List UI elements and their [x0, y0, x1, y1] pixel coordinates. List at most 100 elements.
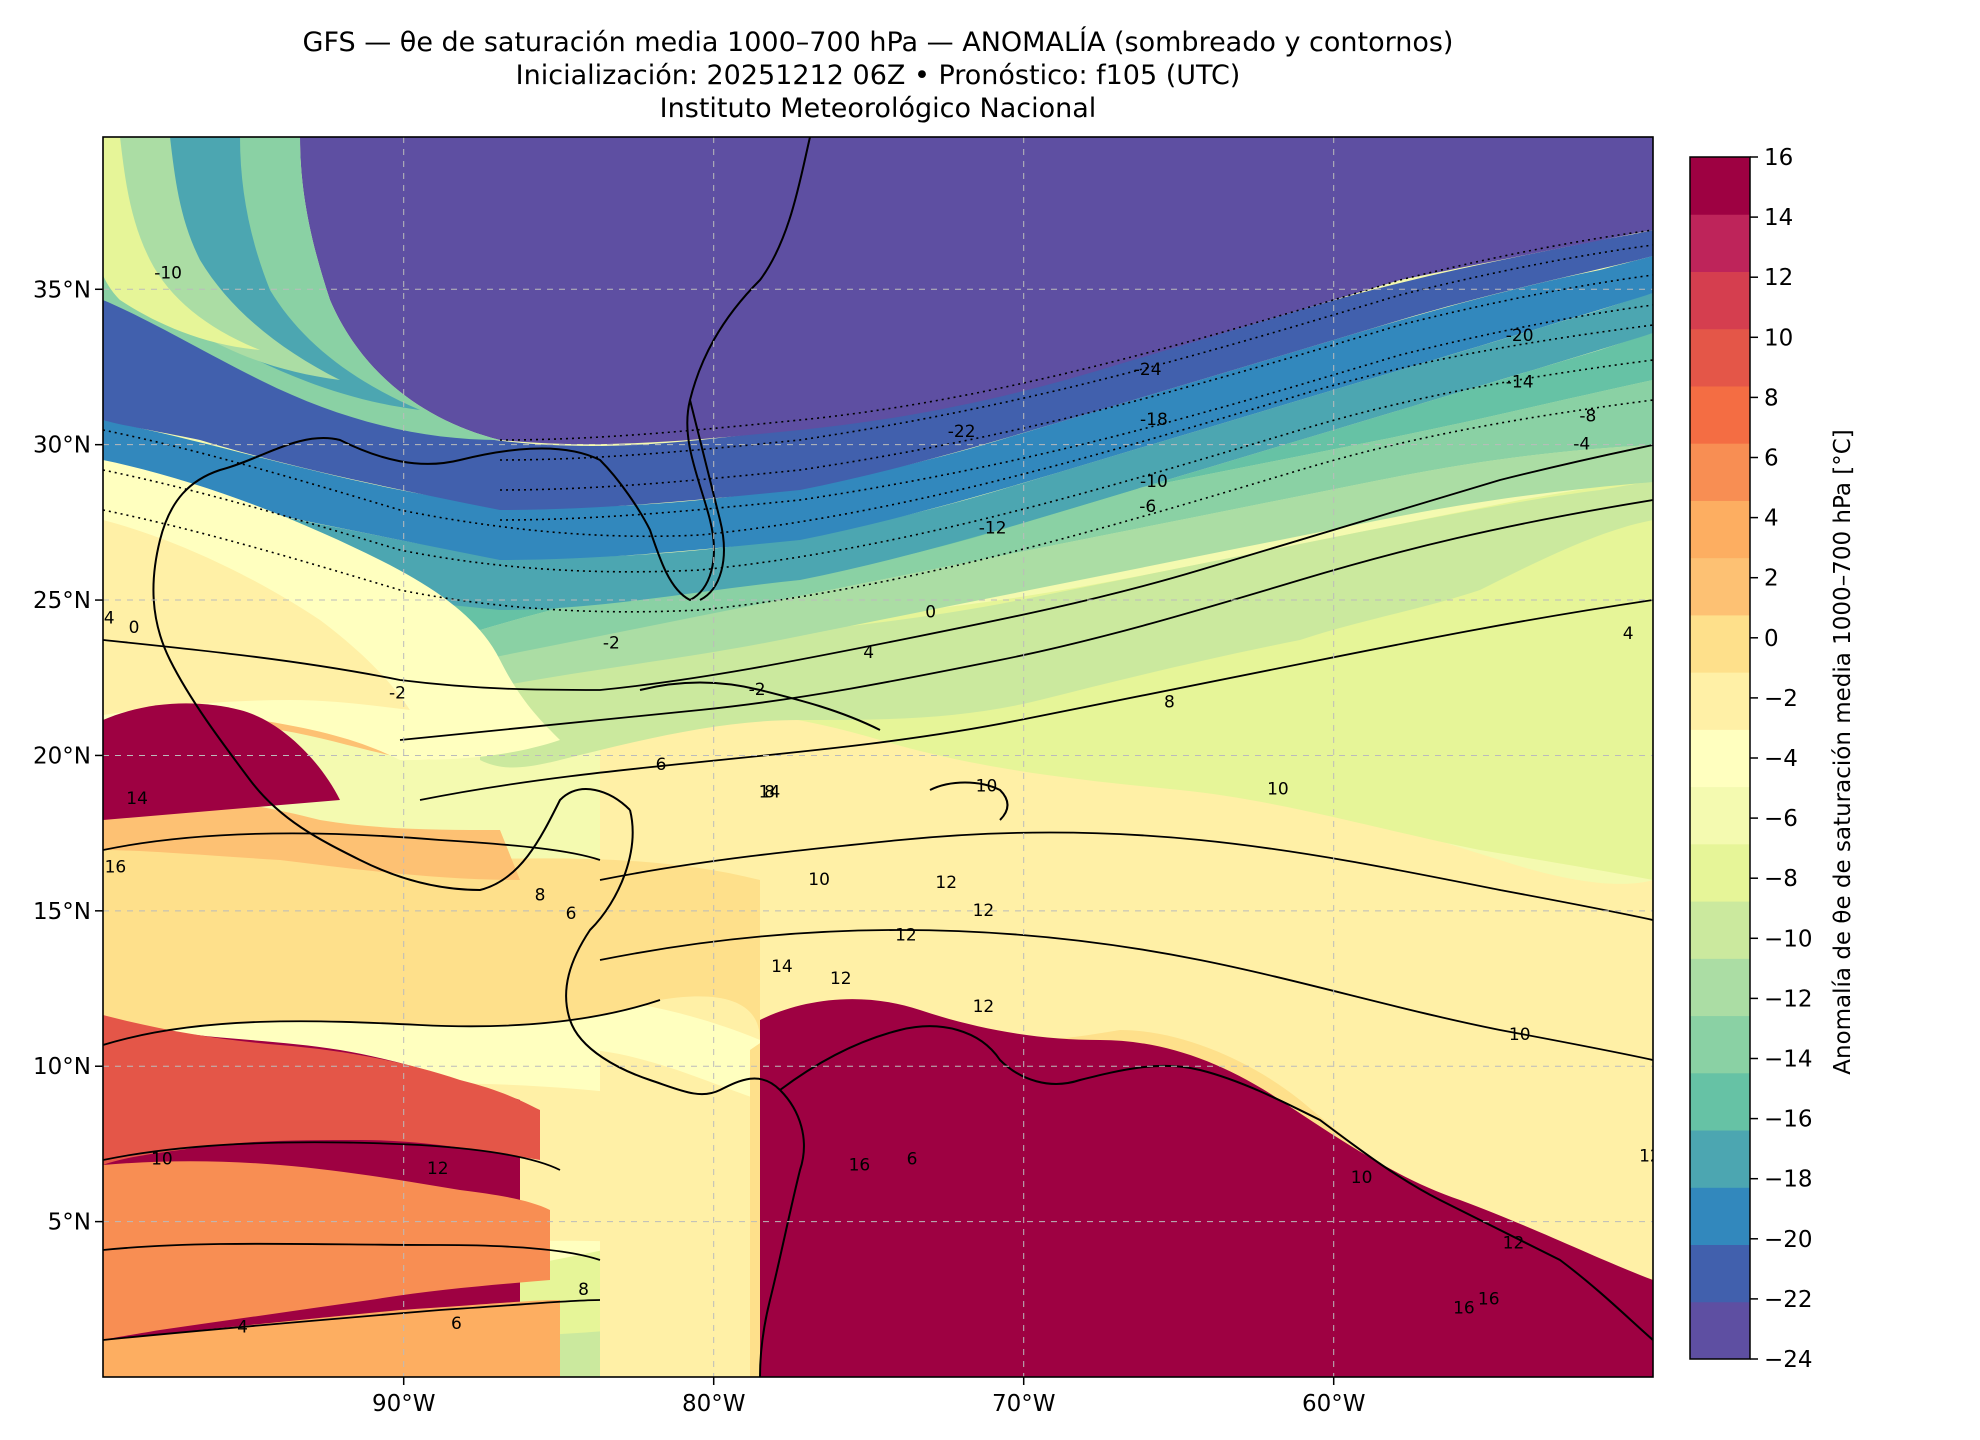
contour-pos: [399, 499, 1653, 741]
contour-label: 12: [895, 926, 917, 946]
colorbar-swatch: [1690, 557, 1750, 616]
colorbar-tick-label: 2: [1764, 566, 1779, 592]
colorbar-tick-label: −24: [1764, 1347, 1813, 1373]
band-fill: [103, 703, 340, 820]
contour-labels: -24 -22 -20 -18 -14 -12 -10 -10 -8 -6 -4 -2 -2 -2 -4 0 0…: [98, 264, 1653, 1338]
colorbar-tick-label: 14: [1764, 205, 1793, 231]
contour-label: -22: [948, 422, 976, 442]
contour-neg: [103, 399, 1653, 613]
band-fill: [103, 840, 760, 1045]
colorbar-swatch: [1690, 614, 1750, 673]
title-line-3: Instituto Meteorológico Nacional: [659, 93, 1097, 124]
contour-label: 14: [771, 957, 793, 977]
contour-label: 12: [935, 873, 957, 893]
contour-pos: [103, 1242, 601, 1261]
contour-label: 16: [1453, 1299, 1475, 1319]
colorbar-swatch: [1690, 157, 1750, 215]
contour-label: 4: [863, 643, 874, 663]
contour-label: 14: [759, 783, 781, 803]
colorbar-tick-label: −10: [1764, 926, 1813, 952]
colorbar-tick-label: 4: [1764, 506, 1779, 532]
colorbar-tick-label: 8: [1764, 385, 1779, 411]
contour-label: 8: [1164, 693, 1175, 713]
contour-label: 4: [237, 1317, 248, 1337]
band-fill: [760, 999, 1653, 1377]
colorbar-swatch: [1690, 1015, 1750, 1074]
coastlines: [152, 137, 1653, 1377]
colorbar-swatch: [1690, 672, 1750, 730]
band-fill: [480, 445, 1653, 690]
contour-neg: [499, 244, 1653, 461]
map-frame: [102, 136, 1654, 1378]
contour-pos: [599, 929, 1653, 1061]
contour-label: 12: [973, 901, 995, 921]
coastline-hispaniola: [929, 781, 1009, 821]
contour-label: -24: [1134, 360, 1162, 380]
colorbar-tick-label: −14: [1764, 1047, 1813, 1073]
contour-label: 0: [129, 618, 140, 638]
lat-tick-label: 30°N: [33, 433, 91, 459]
contour-pos: [599, 831, 1653, 921]
contour-neg: [103, 359, 1653, 573]
contour-label: 8: [764, 783, 775, 803]
colorbar-tick-label: −6: [1764, 806, 1798, 832]
band-fill: [103, 230, 1653, 510]
band-fill: [103, 137, 260, 350]
colorbar-tick-label: 6: [1764, 446, 1779, 472]
lat-tick-label: 10°N: [33, 1054, 91, 1080]
colorbar-swatch: [1690, 1301, 1750, 1360]
contour-label: 6: [451, 1314, 462, 1334]
band-fill: [300, 137, 1653, 445]
contour-label: 0: [925, 602, 936, 622]
colorbar-tick-label: −8: [1764, 866, 1798, 892]
title-line-2: Inicialización: 20251212 06Z • Pronóstic…: [515, 60, 1241, 91]
contour-label: 10: [151, 1149, 173, 1169]
contour-label: 6: [566, 904, 577, 924]
band-fill: [103, 801, 520, 880]
contour-pos: [103, 832, 601, 861]
contour-neg: [499, 274, 1653, 491]
band-fill: [103, 1300, 560, 1377]
band-fill: [103, 137, 420, 410]
lat-tick-label: 35°N: [33, 277, 91, 303]
colorbar-swatch: [1690, 214, 1750, 272]
contour-label: 12: [1503, 1233, 1525, 1253]
coastline-north-america: [152, 137, 811, 892]
contour-label: -4: [98, 609, 115, 629]
contour-label: -10: [154, 264, 182, 284]
lat-tick-label: 20°N: [33, 743, 91, 769]
title-line-1: GFS — θe de saturación media 1000–700 hP…: [302, 27, 1454, 58]
coastline-cuba: [639, 681, 881, 731]
band-fill: [103, 137, 340, 380]
colorbar-swatch: [1690, 271, 1750, 330]
contour-label: -2: [389, 683, 406, 703]
contour-pos: [103, 1299, 601, 1341]
contour-label: 6: [907, 1149, 918, 1169]
colorbar-swatch: [1690, 958, 1750, 1017]
colorbar-tick-label: −2: [1764, 686, 1798, 712]
contour-label: 6: [656, 755, 667, 775]
contour-label: 10: [1267, 780, 1289, 800]
colorbar-swatch: [1690, 843, 1750, 902]
colorbar-tick-label: 12: [1764, 265, 1793, 291]
contour-label: -10: [1140, 472, 1168, 492]
lon-tick-label: 70°W: [992, 1391, 1056, 1417]
contour-label: 10: [1509, 1025, 1531, 1045]
contour-pos: [419, 599, 1653, 801]
colorbar-tick-label: −4: [1764, 746, 1798, 772]
contour-label: -14: [1506, 373, 1534, 393]
contour-label: 4: [1623, 624, 1634, 644]
contour-label: 10: [976, 777, 998, 797]
colorbar-swatch: [1690, 1130, 1750, 1188]
figure-title: GFS — θe de saturación media 1000–700 hP…: [100, 26, 1656, 125]
lat-tick-label: 15°N: [33, 899, 91, 925]
contour-label: 12: [973, 997, 995, 1017]
colorbar-tick-label: −12: [1764, 986, 1813, 1012]
colorbar-tick-label: −22: [1764, 1287, 1813, 1313]
band-fill: [103, 1161, 550, 1340]
band-fill: [103, 520, 410, 715]
contour-label: -4: [1573, 435, 1590, 455]
contour-lines: [103, 229, 1653, 613]
contour-neg: [499, 304, 1653, 521]
